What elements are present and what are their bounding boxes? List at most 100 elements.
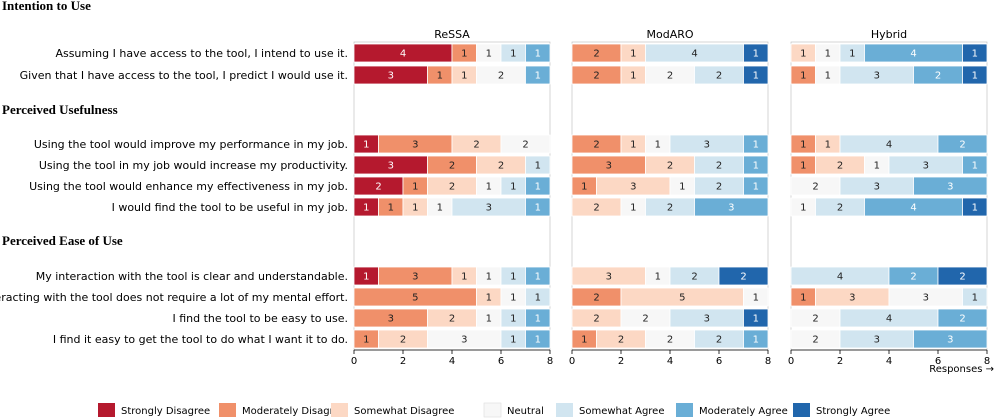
- segment-label: 1: [800, 161, 806, 172]
- bar-segment: [913, 329, 988, 349]
- legend-label: Somewhat Agree: [579, 406, 665, 417]
- segment-label: 2: [593, 140, 599, 151]
- segment-label: 1: [753, 140, 759, 151]
- segment-label: 2: [959, 272, 965, 283]
- segment-label: 1: [972, 203, 978, 214]
- segment-label: 1: [535, 314, 541, 325]
- x-tick-label: 4: [667, 356, 673, 367]
- segment-label: 1: [753, 161, 759, 172]
- segment-label: 2: [740, 272, 746, 283]
- question-label: I find the tool to be easy to use.: [172, 312, 348, 325]
- segment-label: 1: [825, 49, 831, 60]
- segment-label: 2: [935, 71, 941, 82]
- bar-segment: [694, 197, 769, 217]
- segment-label: 2: [449, 161, 455, 172]
- segment-label: 1: [655, 272, 661, 283]
- x-tick-label: 8: [547, 356, 553, 367]
- section-title: Perceived Ease of Use: [2, 233, 123, 248]
- question-label: I find it easy to get the tool to do wha…: [53, 333, 348, 346]
- segment-label: 2: [716, 161, 722, 172]
- segment-label: 2: [667, 335, 673, 346]
- segment-label: 1: [800, 71, 806, 82]
- x-tick-label: 6: [498, 356, 504, 367]
- segment-label: 2: [473, 140, 479, 151]
- bar-segment: [937, 308, 988, 328]
- segment-label: 1: [800, 293, 806, 304]
- x-tick-label: 4: [886, 356, 892, 367]
- segment-label: 2: [716, 71, 722, 82]
- segment-label: 3: [923, 161, 929, 172]
- segment-label: 1: [825, 71, 831, 82]
- segment-label: 2: [910, 272, 916, 283]
- segment-label: 3: [947, 182, 953, 193]
- panel-title: ModARO: [646, 28, 693, 41]
- segment-label: 1: [753, 49, 759, 60]
- segment-label: 2: [667, 203, 673, 214]
- segment-label: 2: [837, 161, 843, 172]
- bar-segment: [937, 266, 988, 286]
- segment-label: 3: [388, 161, 394, 172]
- bar-segment: [743, 155, 769, 175]
- segment-label: 2: [812, 335, 818, 346]
- x-tick-label: 8: [984, 356, 990, 367]
- segment-label: 1: [535, 182, 541, 193]
- bar-segment: [743, 287, 769, 307]
- x-tick-label: 4: [449, 356, 455, 367]
- legend-label: Moderately Agree: [699, 406, 788, 417]
- legend-label: Strongly Disagree: [121, 406, 210, 417]
- question-label: Using the tool would enhance my effectiv…: [29, 180, 348, 193]
- bar-segment: [962, 155, 988, 175]
- segment-label: 2: [642, 314, 648, 325]
- segment-label: 1: [535, 71, 541, 82]
- segment-label: 1: [753, 293, 759, 304]
- segment-label: 3: [412, 140, 418, 151]
- segment-label: 4: [910, 49, 916, 60]
- segment-label: 1: [630, 203, 636, 214]
- segment-label: 1: [510, 272, 516, 283]
- segment-label: 1: [486, 49, 492, 60]
- bar-segment: [743, 308, 769, 328]
- segment-label: 2: [667, 71, 673, 82]
- segment-label: 2: [593, 314, 599, 325]
- x-tick-label: 2: [400, 356, 406, 367]
- segment-label: 1: [535, 49, 541, 60]
- bar-segment: [525, 43, 551, 63]
- legend-label: Strongly Agree: [816, 406, 890, 417]
- bar-segment: [743, 176, 769, 196]
- x-tick-label: 2: [618, 356, 624, 367]
- segment-label: 1: [486, 272, 492, 283]
- segment-label: 3: [874, 335, 880, 346]
- segment-label: 4: [400, 49, 406, 60]
- bar-segment: [743, 134, 769, 154]
- segment-label: 1: [486, 182, 492, 193]
- segment-label: 3: [874, 182, 880, 193]
- bar-segment: [525, 176, 551, 196]
- bar-segment: [743, 43, 769, 63]
- segment-label: 1: [972, 71, 978, 82]
- segment-label: 2: [716, 182, 722, 193]
- bar-segment: [525, 308, 551, 328]
- x-tick-label: 8: [765, 356, 771, 367]
- legend-swatch: [219, 403, 236, 417]
- segment-label: 2: [375, 182, 381, 193]
- segment-label: 1: [412, 182, 418, 193]
- segment-label: 2: [449, 314, 455, 325]
- segment-label: 1: [510, 335, 516, 346]
- section-title: Perceived Usefulness: [2, 102, 118, 117]
- question-label: Assuming I have access to the tool, I in…: [55, 47, 348, 60]
- segment-label: 4: [910, 203, 916, 214]
- segment-label: 1: [800, 49, 806, 60]
- section-title: Intention to Use: [2, 0, 91, 13]
- bar-segment: [525, 155, 551, 175]
- question-label: I would find the tool to be useful in my…: [112, 201, 348, 214]
- segment-label: 3: [461, 335, 467, 346]
- segment-label: 5: [412, 293, 418, 304]
- segment-label: 2: [593, 49, 599, 60]
- segment-label: 1: [972, 161, 978, 172]
- segment-label: 1: [874, 161, 880, 172]
- segment-label: 3: [412, 272, 418, 283]
- question-label: Interacting with the tool does not requi…: [0, 291, 348, 304]
- segment-label: 2: [498, 71, 504, 82]
- bar-segment: [525, 197, 551, 217]
- legend-label: Moderately Disagree: [242, 406, 346, 417]
